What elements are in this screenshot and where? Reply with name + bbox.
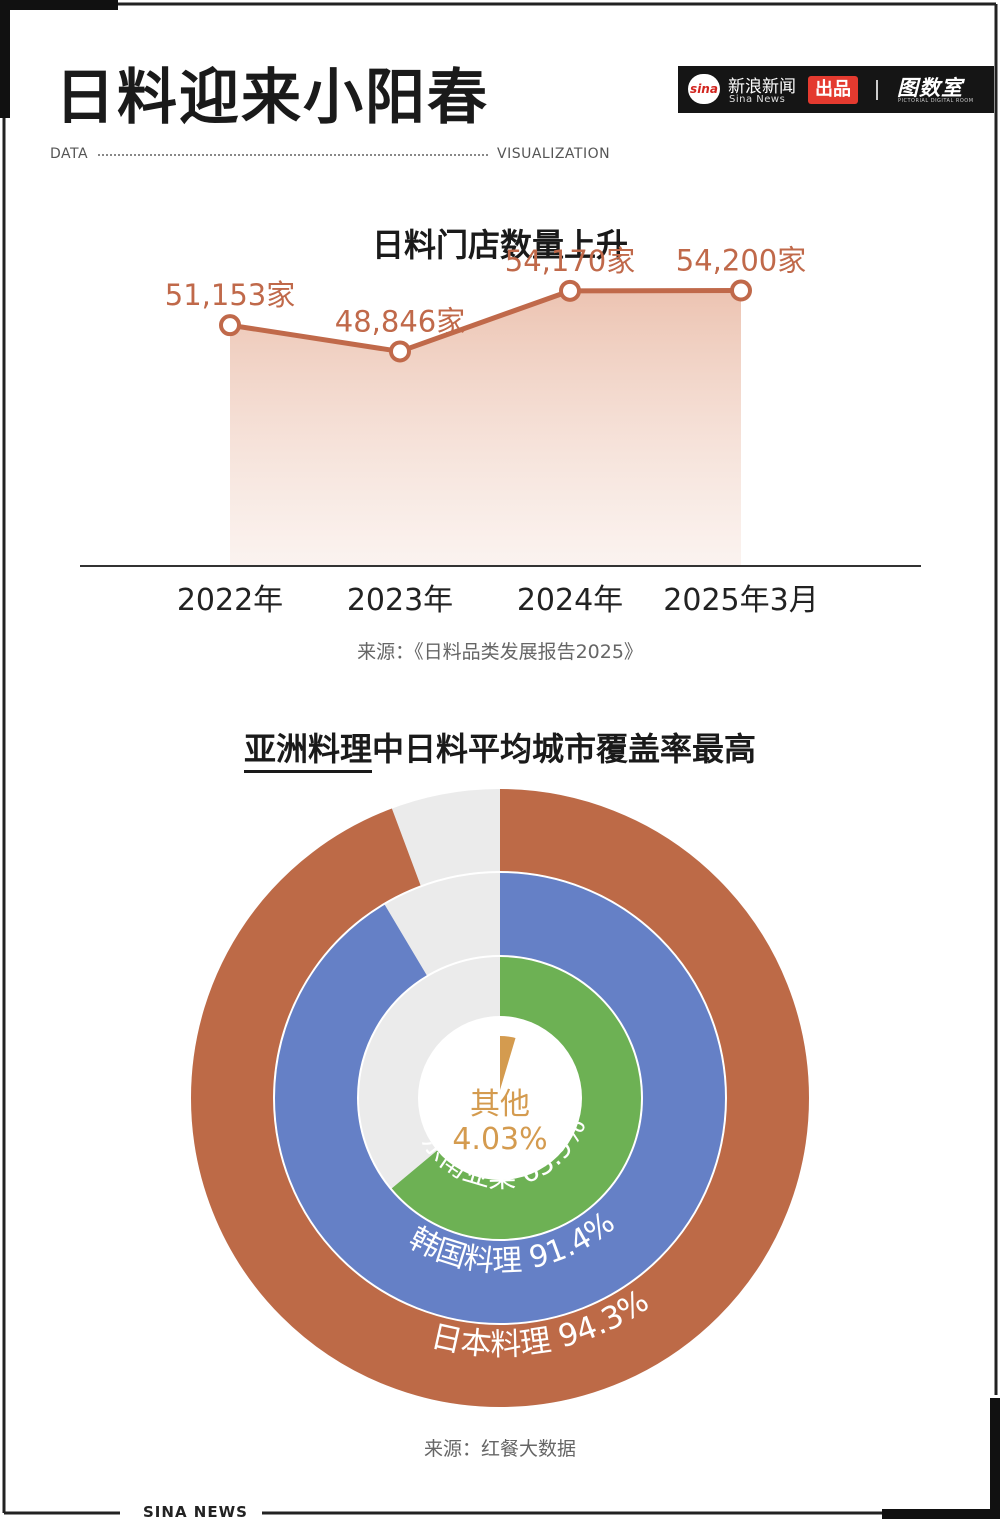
line-point [730,279,752,302]
donut-center [418,1016,582,1180]
donut-other-name: 其他 [470,1087,530,1122]
visualization-label: VISUALIZATION [497,146,611,162]
partner-logo: 图数室 [897,76,963,100]
line-point [219,314,241,337]
line-data-label: 54,170家 [505,244,635,278]
dotted-divider [98,154,488,156]
line-series [229,287,742,354]
data-label: DATA [50,146,89,162]
line-point [559,279,581,302]
x-tick-label: 2024年 [517,583,623,618]
line-chart-source: 来源：《日料品类发展报告2025》 [357,641,643,663]
donut-other-value: 4.03% [452,1122,547,1157]
production-badge: 出品 [808,76,858,104]
donut-arc [359,957,641,1239]
x-tick-label: 2023年 [347,583,453,618]
donut-arc [500,1036,516,1090]
donut-title-rest: 中日料平均城市覆盖率最高 [372,730,757,768]
donut-arc [275,873,725,1323]
donut-title-underlined: 亚洲料理 [243,730,372,773]
line-chart-title: 日料门店数量上升 [371,226,628,264]
sina-news-name: 新浪新闻 [728,77,796,97]
donut-chart-source: 来源：红餐大数据 [423,1438,576,1460]
line-point [389,340,411,363]
donut-arc [191,789,809,1407]
partner-logo-sub: PICTORIAL DIGITAL ROOM [898,98,974,104]
line-data-label: 48,846家 [335,304,465,338]
footer-brand: SINA NEWS [143,1503,248,1521]
donut-chart-title: 亚洲料理中日料平均城市覆盖率最高 [0,724,1000,773]
sina-news-sub: Sina News [729,94,786,105]
line-data-label: 54,200家 [676,243,806,277]
line-data-label: 51,153家 [165,278,295,312]
line-area-fill [230,290,741,566]
sina-logo-icon: sina [688,74,720,104]
x-tick-label: 2022年 [177,583,283,618]
page-title: 日料迎来小阳春 [55,63,489,133]
x-tick-label: 2025年3月 [663,583,818,618]
brand-separator [876,80,878,100]
